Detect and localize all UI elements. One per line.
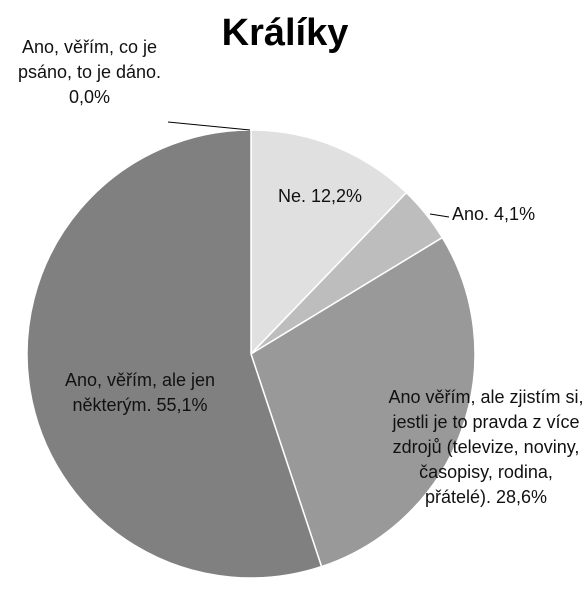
pie-slice <box>250 129 408 356</box>
category: Ano, věřím, co je psáno, to je dáno. <box>17 37 162 82</box>
value-label: 28,6% <box>496 487 548 507</box>
category: Ano, věřím, ale jen některým. <box>64 370 216 415</box>
slice-label: Ano. 4,1% <box>452 202 588 227</box>
slice-label: Ano věřím, ale zjistím si, jestli je to … <box>384 385 588 510</box>
chart-title: Králíky <box>221 12 349 54</box>
value-label: 12,2% <box>310 186 363 206</box>
slice-label: Ano, věřím, ale jen některým. 55,1% <box>30 368 250 418</box>
value-label: 0,0% <box>68 87 111 107</box>
slice-label: Ano, věřím, co je psáno, to je dáno. 0,0… <box>2 35 177 110</box>
value-label: 4,1% <box>494 204 536 224</box>
category: Ano věřím, ale zjistím si, jestli je to … <box>388 387 584 507</box>
pie-slice <box>26 129 323 579</box>
leader-line <box>429 213 450 218</box>
category: Ne. <box>277 186 306 206</box>
leader-line <box>167 121 251 131</box>
pie-slice <box>250 236 476 568</box>
value-label: 55,1% <box>156 395 208 415</box>
category: Ano. <box>452 204 490 224</box>
slice-label: Ne. 12,2% <box>240 184 400 209</box>
